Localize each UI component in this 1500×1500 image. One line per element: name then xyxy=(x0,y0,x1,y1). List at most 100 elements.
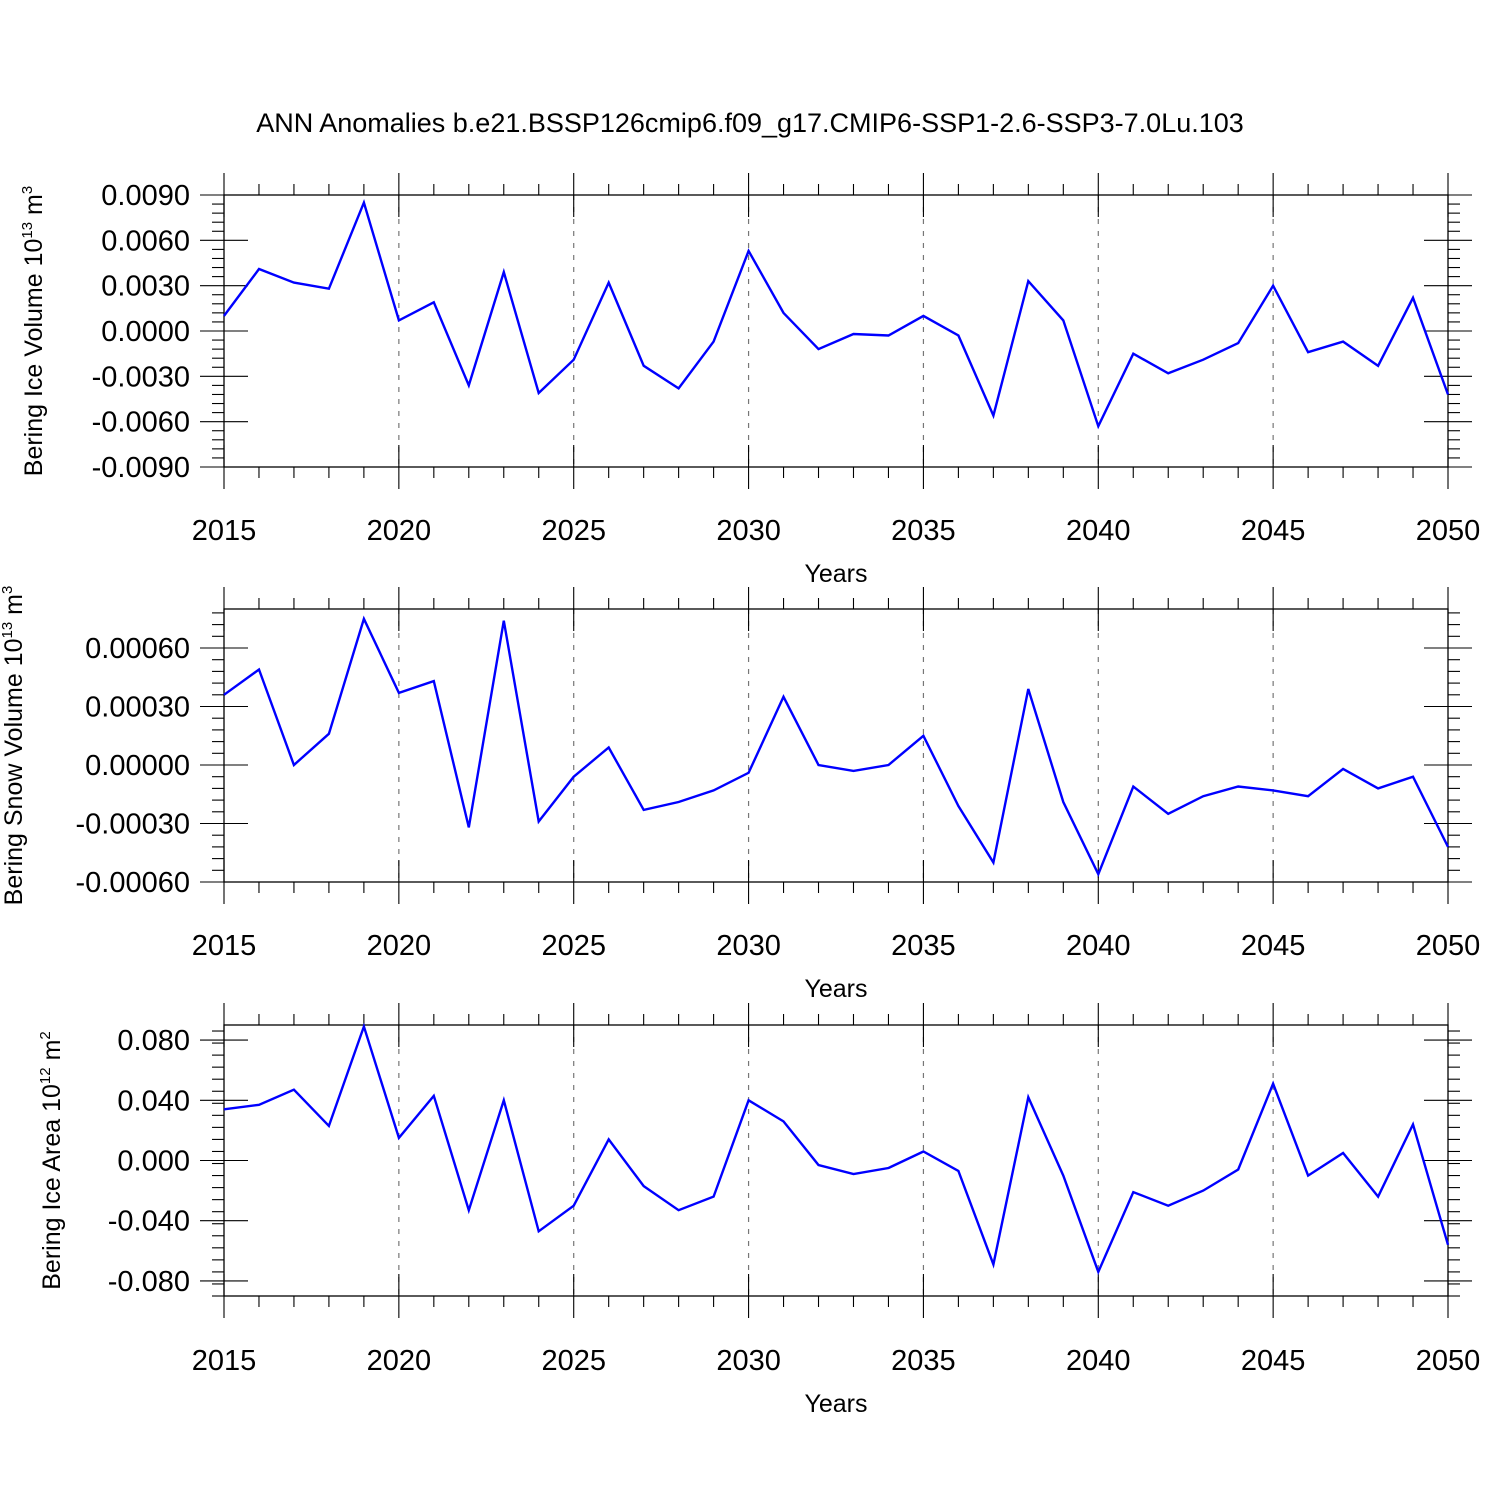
x-tick-label: 2030 xyxy=(716,515,781,547)
y-axis-label: Bering Snow Volume 1013 m3 xyxy=(0,586,28,906)
data-point xyxy=(676,386,681,391)
data-point xyxy=(1096,1269,1101,1274)
data-point xyxy=(431,1093,436,1098)
data-point xyxy=(291,280,296,285)
data-point xyxy=(1061,800,1066,805)
data-point xyxy=(396,690,401,695)
panel-1: -0.0090 -0.0060 -0.0030 0.0000 0.0030 0.0060 0… xyxy=(19,173,1480,588)
data-point xyxy=(1306,350,1311,355)
data-point xyxy=(886,333,891,338)
data-point xyxy=(536,819,541,824)
data-point xyxy=(1201,357,1206,362)
data-point xyxy=(991,860,996,865)
data-point xyxy=(746,1098,751,1103)
data-point xyxy=(641,807,646,812)
x-tick-label: 2020 xyxy=(367,1345,432,1377)
data-point xyxy=(1166,371,1171,376)
y-tick-label: -0.080 xyxy=(108,1266,190,1298)
x-tick-label: 2015 xyxy=(192,1345,257,1377)
x-tick-label: 2045 xyxy=(1241,1345,1306,1377)
data-point xyxy=(222,1107,227,1112)
data-point xyxy=(256,1102,261,1107)
data-point xyxy=(326,286,331,291)
y-tick-label: -0.00060 xyxy=(76,867,191,899)
data-point xyxy=(956,333,961,338)
data-point xyxy=(1271,283,1276,288)
data-point xyxy=(816,1163,821,1168)
y-axis-label: Bering Ice Area 1012 m2 xyxy=(37,1031,66,1290)
data-point xyxy=(781,1119,786,1124)
data-point xyxy=(256,267,261,272)
data-point xyxy=(676,1208,681,1213)
data-point xyxy=(291,763,296,768)
data-point xyxy=(676,800,681,805)
y-tick-label: 0.00030 xyxy=(85,692,190,724)
series-line xyxy=(223,198,1450,430)
data-point xyxy=(1236,784,1241,789)
x-tick-label: 2040 xyxy=(1066,930,1131,962)
data-point xyxy=(1026,1095,1031,1100)
data-point xyxy=(466,825,471,830)
data-point xyxy=(1446,1242,1451,1247)
data-point xyxy=(1376,1194,1381,1199)
data-point xyxy=(1096,424,1101,429)
panel-2: -0.00060 -0.00030 0.00000 0.00030 0.00060 201… xyxy=(0,586,1480,1003)
data-point xyxy=(326,1123,331,1128)
data-point xyxy=(1446,392,1451,397)
data-point xyxy=(1411,295,1416,300)
data-point xyxy=(1026,686,1031,691)
data-point xyxy=(396,318,401,323)
data-point xyxy=(851,1172,856,1177)
data-point xyxy=(466,383,471,388)
data-point xyxy=(816,763,821,768)
x-tick-label: 2050 xyxy=(1416,515,1481,547)
data-point xyxy=(641,1184,646,1189)
data-point xyxy=(1271,788,1276,793)
data-point xyxy=(222,313,227,318)
data-point xyxy=(1201,1188,1206,1193)
data-point xyxy=(536,390,541,395)
y-tick-label: -0.0090 xyxy=(92,452,190,484)
figure-title: ANN Anomalies b.e21.BSSP126cmip6.f09_g17… xyxy=(256,108,1244,138)
data-point xyxy=(1061,318,1066,323)
y-tick-label: 0.040 xyxy=(117,1085,190,1117)
data-point xyxy=(326,731,331,736)
x-tick-label: 2035 xyxy=(891,1345,956,1377)
y-tick-label: 0.0000 xyxy=(101,316,190,348)
data-point xyxy=(466,1208,471,1213)
data-point xyxy=(501,270,506,275)
x-tick-label: 2050 xyxy=(1416,930,1481,962)
data-point xyxy=(991,1262,996,1267)
data-point xyxy=(781,310,786,315)
x-tick-label: 2045 xyxy=(1241,930,1306,962)
y-tick-label: 0.0060 xyxy=(101,225,190,257)
data-point xyxy=(711,788,716,793)
x-tick-label: 2020 xyxy=(367,515,432,547)
data-point xyxy=(1341,766,1346,771)
data-point xyxy=(1341,1150,1346,1155)
data-point xyxy=(921,733,926,738)
data-point xyxy=(291,1087,296,1092)
x-tick-label: 2025 xyxy=(541,1345,606,1377)
data-point xyxy=(956,803,961,808)
data-point xyxy=(746,770,751,775)
data-point xyxy=(1166,811,1171,816)
y-tick-label: 0.000 xyxy=(117,1146,190,1178)
x-axis-label: Years xyxy=(804,1390,867,1418)
x-tick-label: 2045 xyxy=(1241,515,1306,547)
data-point xyxy=(222,692,227,697)
data-point xyxy=(1096,872,1101,877)
data-point xyxy=(501,618,506,623)
data-point xyxy=(641,363,646,368)
data-point xyxy=(571,1203,576,1208)
y-tick-label: -0.0060 xyxy=(92,407,190,439)
data-point xyxy=(361,1024,366,1029)
panels: -0.0090 -0.0060 -0.0030 0.0000 0.0030 0.0060 0… xyxy=(0,173,1480,1418)
data-point xyxy=(1411,1122,1416,1127)
y-tick-label: 0.0090 xyxy=(101,180,190,212)
y-tick-label: -0.00030 xyxy=(76,809,191,841)
data-point xyxy=(816,347,821,352)
data-point xyxy=(1341,339,1346,344)
